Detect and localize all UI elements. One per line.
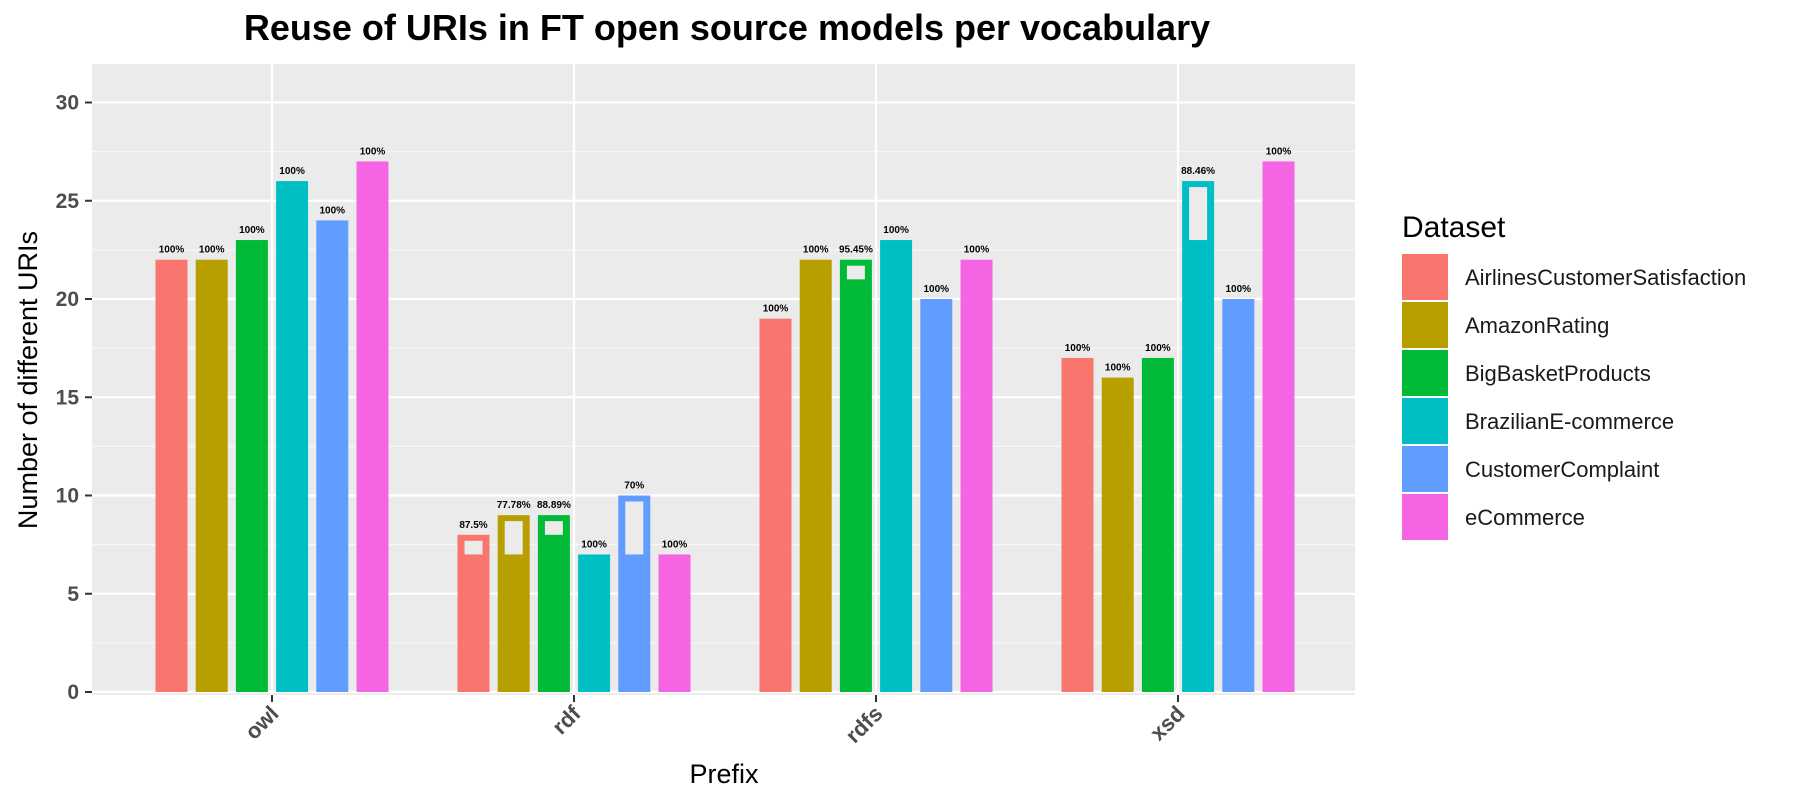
bar-eCommerce-rdf [658,554,691,692]
bars [155,161,1295,693]
bar-label-CustomerComplaint-owl: 100% [320,205,346,216]
bar-label-CustomerComplaint-xsd: 100% [1226,284,1252,295]
bar-label-BigBasketProducts-xsd: 100% [1145,343,1171,354]
bar-CustomerComplaint-rdfs [920,299,953,692]
legend-items: AirlinesCustomerSatisfaction AmazonRating… [1402,254,1746,540]
legend-key-BrazilianE-commerce [1402,398,1448,444]
legend-label-AirlinesCustomerSatisfaction: AirlinesCustomerSatisfaction [1465,265,1746,290]
y-axis-title: Number of different URIs [13,231,43,529]
bar-CustomerComplaint-xsd [1222,299,1255,692]
y-tick-label: 10 [56,485,79,508]
bar-label-BigBasketProducts-owl: 100% [239,225,265,236]
bar-BigBasketProducts-rdf [537,515,570,692]
bar-label-AirlinesCustomerSatisfaction-rdfs: 100% [763,304,789,315]
y-tick-label: 0 [67,681,79,704]
legend-label-CustomerComplaint: CustomerComplaint [1465,457,1659,482]
x-tick-label-owl: owl [240,701,284,745]
x-tick-label-rdfs: rdfs [840,701,887,748]
non-reused-marker-CustomerComplaint-rdf [625,501,644,555]
legend-key-AmazonRating [1402,302,1448,348]
bar-AirlinesCustomerSatisfaction-rdf [457,534,490,692]
legend: Dataset AirlinesCustomerSatisfaction Amaz… [1402,211,1746,540]
bar-label-eCommerce-xsd: 100% [1266,146,1292,157]
bar-eCommerce-xsd [1262,161,1295,692]
bar-label-AirlinesCustomerSatisfaction-rdf: 87.5% [459,520,487,531]
x-tick-label-rdf: rdf [547,700,586,739]
bar-BigBasketProducts-rdfs [839,259,872,692]
bar-AirlinesCustomerSatisfaction-xsd [1061,357,1094,692]
bar-label-AmazonRating-rdf: 77.78% [497,500,531,511]
legend-label-BrazilianE-commerce: BrazilianE-commerce [1465,409,1674,434]
bar-AirlinesCustomerSatisfaction-rdfs [759,318,792,692]
bar-label-BigBasketProducts-rdf: 88.89% [537,500,571,511]
bar-label-AmazonRating-owl: 100% [199,245,225,256]
bar-BrazilianE-commerce-owl [276,181,309,692]
bar-AmazonRating-rdfs [799,259,832,692]
bar-eCommerce-owl [356,161,389,692]
bar-label-AirlinesCustomerSatisfaction-xsd: 100% [1065,343,1091,354]
x-axis: owl rdf rdfs xsd [240,695,1190,748]
chart-title: Reuse of URIs in FT open source models p… [244,7,1210,48]
non-reused-marker-AirlinesCustomerSatisfaction-rdf [464,540,483,555]
bar-AirlinesCustomerSatisfaction-owl [155,259,188,692]
bar-BigBasketProducts-owl [235,240,268,693]
non-reused-marker-BrazilianE-commerce-xsd [1189,187,1208,241]
bar-label-BrazilianE-commerce-rdf: 100% [581,539,607,550]
y-tick-label: 5 [67,583,79,606]
bar-BrazilianE-commerce-rdfs [880,240,913,693]
y-tick-label: 25 [56,190,80,213]
bar-label-AirlinesCustomerSatisfaction-owl: 100% [159,245,185,256]
bar-label-BigBasketProducts-rdfs: 95.45% [839,245,873,256]
non-reused-marker-AmazonRating-rdf [504,521,523,555]
legend-label-AmazonRating: AmazonRating [1465,313,1609,338]
bar-label-BrazilianE-commerce-rdfs: 100% [883,225,909,236]
bar-AmazonRating-xsd [1101,377,1134,692]
y-tick-label: 30 [56,92,79,115]
bar-BrazilianE-commerce-xsd [1182,181,1215,692]
bar-label-CustomerComplaint-rdfs: 100% [924,284,950,295]
legend-key-AirlinesCustomerSatisfaction [1402,254,1448,300]
bar-BrazilianE-commerce-rdf [578,554,611,692]
bar-labels: 100% 100% 100% 100% 100% 100% 87.5% 77.78% 88.89… [159,146,1292,550]
legend-label-BigBasketProducts: BigBasketProducts [1465,361,1651,386]
legend-key-BigBasketProducts [1402,350,1448,396]
bar-label-BrazilianE-commerce-xsd: 88.46% [1181,166,1215,177]
legend-title: Dataset [1402,211,1506,244]
bar-CustomerComplaint-owl [316,220,349,692]
bar-label-eCommerce-rdf: 100% [662,539,688,550]
legend-key-CustomerComplaint [1402,446,1448,492]
bar-label-eCommerce-owl: 100% [360,146,386,157]
non-reused-marker-BigBasketProducts-rdf [544,521,563,535]
non-reused-marker-BigBasketProducts-rdfs [846,265,865,280]
bar-eCommerce-rdfs [960,259,993,692]
bar-label-eCommerce-rdfs: 100% [964,245,990,256]
bar-label-AmazonRating-xsd: 100% [1105,363,1131,374]
bar-BigBasketProducts-xsd [1141,357,1174,692]
y-tick-label: 20 [56,288,79,311]
x-tick-label-xsd: xsd [1145,701,1189,745]
y-tick-label: 15 [56,386,80,409]
bar-label-BrazilianE-commerce-owl: 100% [279,166,305,177]
y-axis: 0 5 10 15 20 25 30 [56,92,92,704]
legend-key-eCommerce [1402,494,1448,540]
x-axis-title: Prefix [689,759,759,789]
bar-label-CustomerComplaint-rdf: 70% [624,481,644,492]
bar-AmazonRating-owl [195,259,228,692]
bar-label-AmazonRating-rdfs: 100% [803,245,829,256]
legend-label-eCommerce: eCommerce [1465,505,1585,530]
